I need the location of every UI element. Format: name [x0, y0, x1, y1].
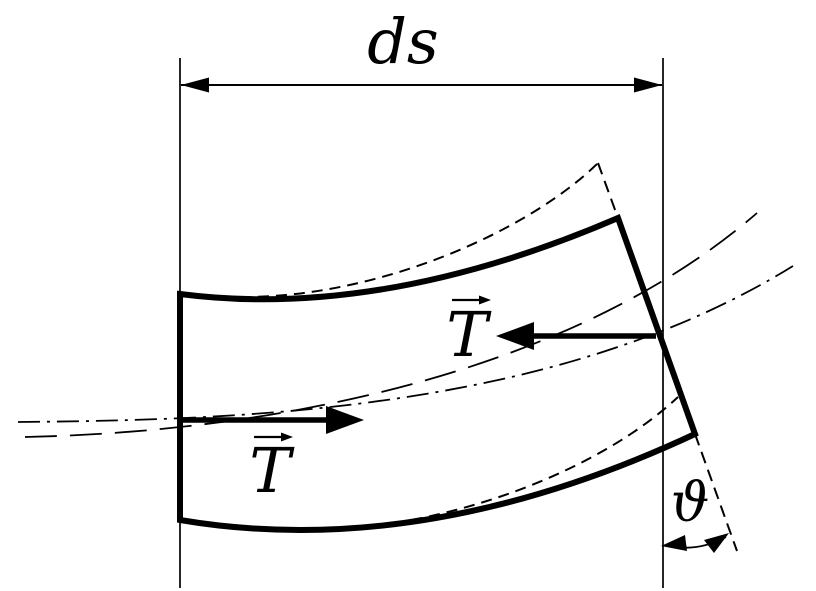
centerline-dashdot: [17, 265, 794, 423]
vector-arrow-upper-icon: [452, 295, 491, 305]
tension-label-lower: T: [249, 434, 295, 507]
dimension-label: ds: [367, 5, 439, 78]
axis-longdash: [24, 212, 758, 438]
vector-tip: [479, 295, 491, 305]
dimension-arrowhead-left-icon: [181, 77, 209, 93]
rod-surface-bottom-dashed: [339, 396, 679, 530]
rod-surface-top-dashed: [239, 162, 599, 299]
tension-arrowhead-right-icon: [326, 406, 364, 434]
cut-plane-extension-bottom: [694, 433, 738, 552]
angle-arrowhead-left-icon: [661, 535, 687, 551]
angle-arrowhead-right-icon: [704, 533, 729, 553]
element-outline: [177, 213, 699, 533]
cut-plane-extension-top: [597, 162, 619, 219]
angle-label: ϑ: [671, 471, 710, 534]
vector-arrow-lower-icon: [254, 432, 293, 442]
tension-arrowhead-left-icon: [496, 322, 534, 350]
tension-label-upper: T: [446, 298, 492, 371]
vector-tip: [281, 432, 293, 442]
dimension-arrowhead-right-icon: [634, 77, 662, 93]
